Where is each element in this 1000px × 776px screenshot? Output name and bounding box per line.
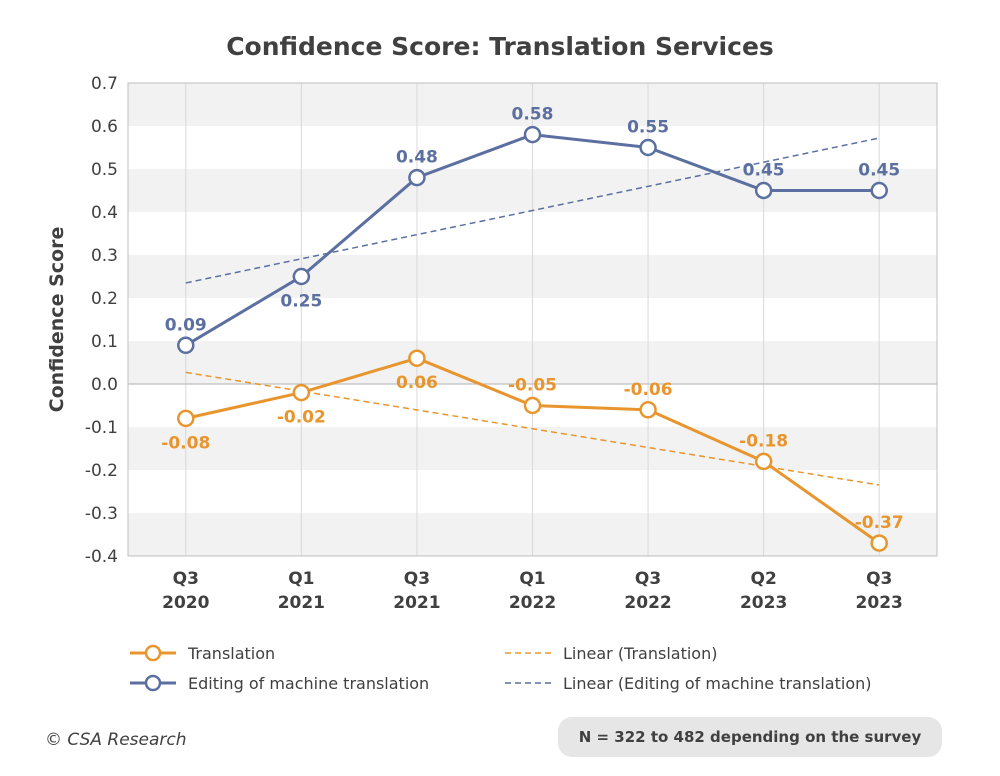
data-label: 0.45: [743, 161, 785, 181]
data-label: -0.06: [624, 380, 673, 400]
x-tick-label: Q1 2021: [278, 569, 325, 613]
sample-size-note: N = 322 to 482 depending on the survey: [558, 717, 942, 757]
data-point: [523, 125, 542, 144]
y-tick-label: -0.4: [85, 547, 118, 567]
x-tick-label: Q3 2023: [856, 569, 903, 613]
data-label: -0.08: [161, 433, 210, 453]
data-label: -0.37: [855, 513, 904, 533]
x-tick-label: Q3 2022: [624, 569, 671, 613]
data-point: [177, 409, 195, 428]
y-tick-label: 0.7: [91, 74, 118, 94]
legend-swatch-marker: [144, 674, 162, 692]
y-tick-label: -0.2: [85, 461, 118, 481]
data-label: 0.25: [280, 292, 322, 312]
y-tick-label: 0.5: [91, 160, 118, 180]
data-label: 0.45: [858, 161, 900, 181]
x-tick-label: Q3 2020: [162, 569, 209, 613]
y-tick-label: -0.3: [85, 504, 118, 524]
y-tick-label: 0.3: [91, 246, 118, 266]
data-label: 0.58: [512, 105, 554, 125]
chart-title: Confidence Score: Translation Services: [226, 32, 774, 61]
data-point: [639, 401, 657, 419]
legend-label: Linear (Translation): [563, 644, 717, 663]
y-axis-label: Confidence Score: [46, 227, 68, 413]
data-label: 0.06: [396, 373, 438, 393]
trendline: [185, 137, 880, 284]
y-tick-label: 0.6: [91, 117, 118, 137]
y-tick-label: 0.4: [91, 203, 118, 223]
legend-label: Translation: [187, 644, 275, 663]
data-label: -0.18: [739, 431, 788, 451]
data-label: -0.05: [508, 376, 557, 396]
data-label: 0.55: [627, 118, 669, 138]
data-point: [870, 181, 888, 200]
data-point: [870, 534, 888, 552]
data-point: [523, 396, 542, 415]
data-point: [177, 336, 195, 355]
y-tick-label: 0.2: [91, 289, 118, 309]
data-point: [754, 181, 773, 200]
data-point: [408, 168, 426, 187]
legend-swatch-marker: [144, 644, 162, 662]
data-label: 0.09: [165, 315, 207, 335]
x-tick-label: Q2 2023: [740, 569, 787, 613]
data-point: [408, 349, 426, 367]
x-tick-label: Q1 2022: [509, 569, 556, 613]
data-point: [639, 138, 657, 157]
legend-label: Editing of machine translation: [188, 674, 429, 693]
copyright-text: © CSA Research: [45, 730, 187, 750]
legend-label: Linear (Editing of machine translation): [563, 674, 872, 693]
data-label: 0.48: [396, 148, 438, 168]
y-tick-label: -0.1: [85, 418, 118, 438]
x-tick-label: Q3 2021: [393, 569, 440, 613]
data-label: -0.02: [277, 408, 326, 428]
data-point: [292, 267, 311, 286]
y-tick-label: 0.1: [91, 332, 118, 352]
data-point: [292, 383, 311, 402]
y-tick-label: 0.0: [91, 375, 118, 395]
data-point: [754, 452, 773, 471]
plot-border: [127, 82, 938, 557]
